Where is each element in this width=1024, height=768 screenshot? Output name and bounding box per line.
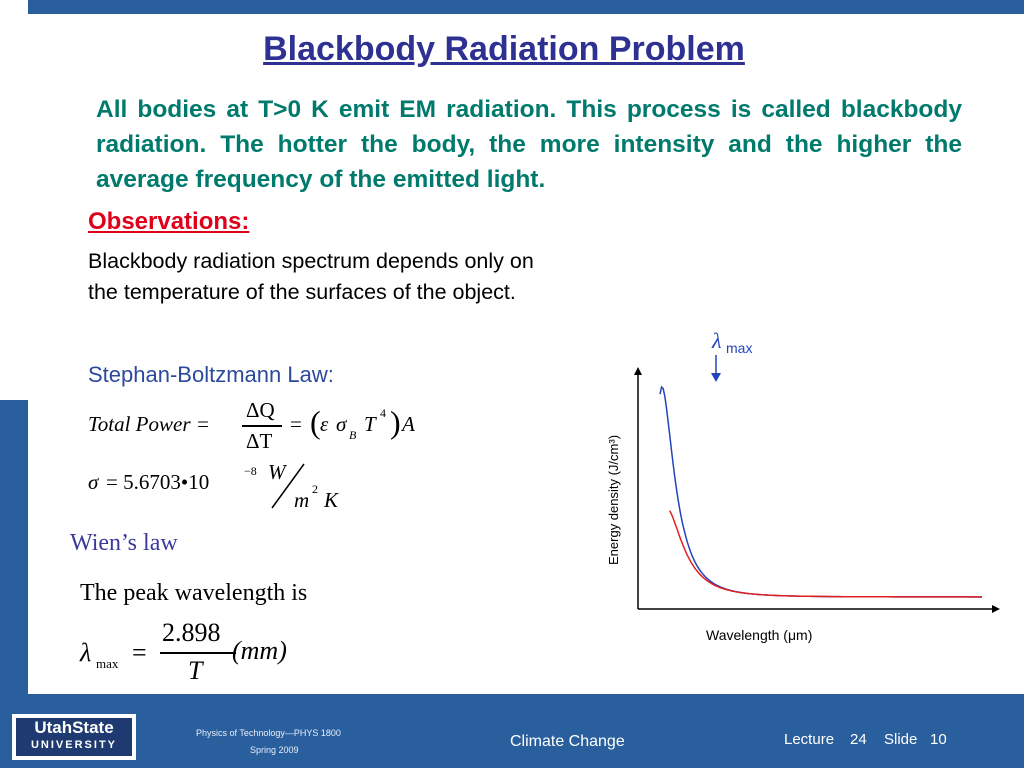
x-axis-label: Wavelength (μm)	[706, 627, 812, 643]
logo-line1: UtahState	[34, 718, 114, 737]
logo-line2: UNIVERSITY	[30, 739, 117, 751]
university-logo: UtahState UNIVERSITY	[12, 714, 136, 760]
footer-slide-num: 10	[930, 731, 947, 748]
footer-lecture-label: Lecture	[784, 731, 835, 748]
eq3-lambda: λ	[80, 638, 92, 667]
eq3-sub: max	[96, 656, 119, 671]
lambda-max-label: λ	[711, 328, 722, 353]
eq3-numerator: 2.898	[162, 618, 221, 647]
eq2-exp: −8	[244, 464, 257, 478]
slide-background	[28, 14, 1024, 694]
eq1-epsilon: ε	[320, 412, 329, 436]
eq1-exp: 4	[380, 406, 386, 420]
footer-term: Spring 2009	[250, 745, 299, 755]
eq2-m: m	[294, 488, 310, 512]
eq1-sub-b: B	[349, 428, 357, 442]
left-accent-strip	[0, 400, 28, 694]
eq1-equals: =	[290, 412, 302, 436]
observations-heading: Observations:	[88, 208, 250, 235]
wien-equation: λ max = 2.898 T (mm)	[80, 618, 320, 690]
eq2-k: K	[324, 488, 339, 512]
lambda-max-arrow-head	[711, 373, 721, 382]
eq1-denominator: ΔT	[246, 429, 273, 453]
footer-slide-label: Slide	[884, 731, 918, 748]
eq1-sigma: σ	[336, 412, 347, 436]
eq1-lhs: Total Power =	[88, 412, 210, 436]
observations-body: Blackbody radiation spectrum depends onl…	[88, 249, 534, 304]
hot-body-curve	[659, 385, 982, 598]
eq2-sigma: σ	[88, 470, 99, 494]
footer-bar	[0, 694, 1024, 768]
sigma-constant-equation: σ = 5.6703•10 −8 W m 2 K	[88, 460, 368, 512]
y-axis-label: Energy density (J/cm³)	[606, 435, 621, 565]
eq1-paren-left: (	[310, 404, 321, 440]
eq3-denominator: T	[188, 656, 203, 685]
blackbody-spectrum-chart: λ max Energy density (J/cm³) Wavelength …	[606, 328, 1000, 643]
wien-law-heading: Wien’s law	[70, 530, 178, 556]
eq3-unit: (mm)	[232, 636, 287, 665]
footer-topic: Climate Change	[510, 733, 625, 750]
footer-course: Physics of Technology—PHYS 1800	[196, 728, 341, 738]
eq1-t: T	[364, 412, 376, 436]
eq1-numerator: ΔQ	[246, 398, 275, 422]
eq3-fraction-bar	[160, 652, 236, 654]
footer-lecture-num: 24	[850, 731, 867, 748]
eq1-paren-right: )	[390, 404, 401, 440]
cool-body-curve	[669, 510, 982, 598]
y-axis-arrow	[634, 367, 642, 375]
lambda-max-sub: max	[726, 340, 752, 356]
peak-wavelength-text: The peak wavelength is	[80, 580, 308, 606]
x-axis-arrow	[992, 605, 1000, 613]
intro-paragraph: All bodies at T>0 K emit EM radiation. T…	[96, 96, 962, 193]
eq2-value: = 5.6703•10	[106, 470, 210, 494]
stefan-boltzmann-heading: Stephan-Boltzmann Law:	[88, 362, 334, 387]
total-power-equation: Total Power = ΔQ ΔT = ( ε σ B T 4 ) A	[88, 398, 428, 456]
eq3-equals: =	[132, 638, 147, 667]
left-margin-white	[0, 0, 28, 400]
slide-title: Blackbody Radiation Problem	[263, 30, 745, 68]
eq2-exp2: 2	[312, 482, 318, 496]
logo-inner: UtahState UNIVERSITY	[16, 718, 132, 756]
eq1-fraction-bar	[242, 425, 282, 427]
eq1-a: A	[402, 412, 415, 436]
eq2-slash	[271, 463, 305, 509]
eq2-w: W	[268, 460, 286, 484]
